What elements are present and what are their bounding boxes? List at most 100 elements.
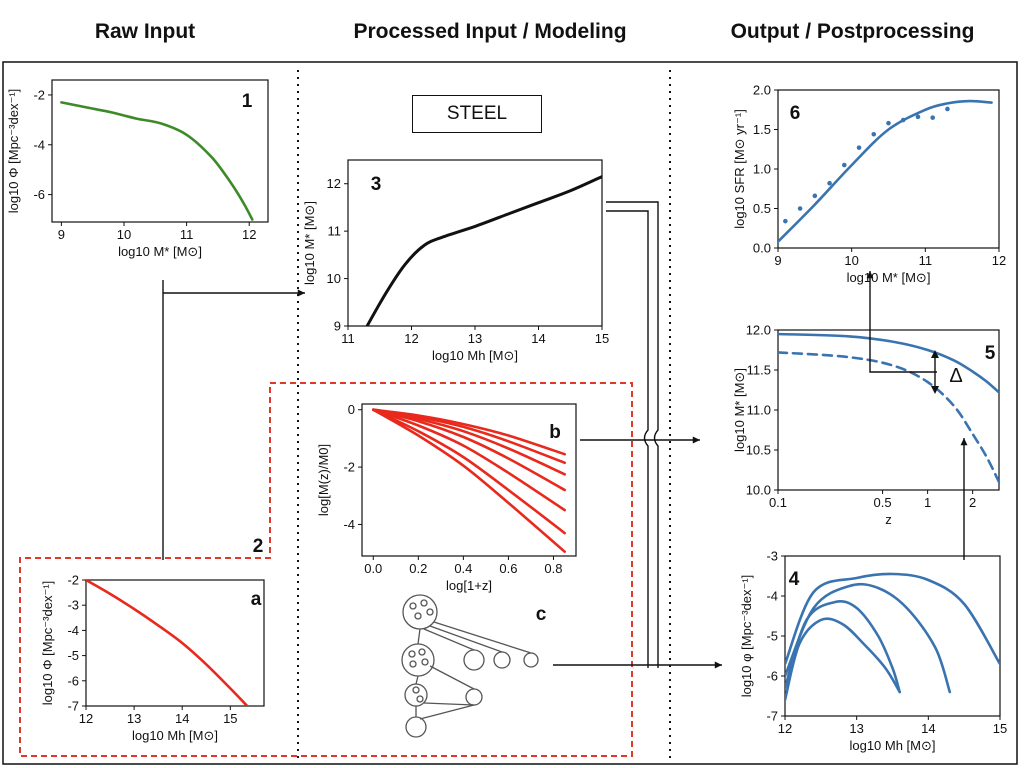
panel-b-series-line xyxy=(372,408,566,553)
panel-4-xtick-label: 14 xyxy=(921,721,935,736)
tree-edge xyxy=(423,702,475,706)
panel-3-number: 3 xyxy=(371,174,382,195)
panel-4-series-line xyxy=(785,617,901,702)
panel-6-point xyxy=(886,120,891,126)
panel-b-xtick-label: 0.8 xyxy=(544,561,562,576)
tree-edge xyxy=(419,704,475,720)
panel-3-xtick-label: 15 xyxy=(595,331,609,346)
panel-a-xtick-label: 15 xyxy=(223,711,237,726)
tree-subnode xyxy=(426,608,434,616)
panel-a-xtick-label: 13 xyxy=(127,711,141,726)
panel-6-xtick-label: 10 xyxy=(844,253,858,268)
panel-a-ytick-label: -4 xyxy=(67,623,79,638)
tree-subnode xyxy=(409,660,417,668)
panel-4-ylabel: log10 φ [Mpc⁻³dex⁻¹] xyxy=(739,575,754,698)
panel-4-xtick-label: 12 xyxy=(778,721,792,736)
tree-subnode xyxy=(420,599,428,607)
panel-5-ytick-label: 10.5 xyxy=(746,443,771,458)
panel-1-xlabel: log10 M* [M⊙] xyxy=(118,244,202,259)
panel-b-ytick-label: -2 xyxy=(343,460,355,475)
panel-a-series-line xyxy=(86,580,249,706)
panel-6-xtick-label: 11 xyxy=(919,253,933,268)
panel-3-xtick-label: 14 xyxy=(531,331,545,346)
panel-b-chart: 0.0 0.2 0.4 0.6 0.8 0 -2 -4 log[1+z] log[M(z)/M0]… xyxy=(316,402,577,593)
panel-a-ytick-label: -7 xyxy=(67,699,79,714)
tree-edge xyxy=(415,675,419,685)
tree-subnode xyxy=(409,602,417,610)
panel-4-chart: 12 13 14 15 -3 -4 -5 -6 -7 log10 Mh [M⊙] log10 φ [… xyxy=(739,549,1007,754)
region-2-border xyxy=(19,382,633,757)
panel-5-ytick-label: 12.0 xyxy=(746,323,771,338)
panel-6-ylabel: log10 SFR [M⊙ yr⁻¹] xyxy=(732,109,747,229)
panel-4-frame xyxy=(784,555,1001,717)
panel-6-point xyxy=(856,145,862,150)
merger-tree-diagram xyxy=(401,594,539,738)
tree-subnode xyxy=(412,686,420,694)
panel-c-letter: c xyxy=(536,604,547,625)
panel-6-point xyxy=(930,115,935,120)
panel-1-chart: 9 10 11 12 -2 -4 -6 log10 M* [M⊙] log10 Φ [Mpc⁻³… xyxy=(6,79,269,259)
panel-3-xlabel: log10 Mh [M⊙] xyxy=(432,348,518,363)
tree-subnode xyxy=(418,648,426,656)
tree-node xyxy=(405,716,427,738)
tree-subnode xyxy=(421,658,429,666)
panel-1-ytick-label: -4 xyxy=(33,137,45,152)
panel-5-chart: 0.1 0.5 1 2 10.0 10.5 11.0 11.5 12.0 z log10 M* [M… xyxy=(732,323,1000,527)
panel-4-series-line xyxy=(785,582,952,694)
panel-a-number: a xyxy=(251,589,262,610)
panel-4-ytick-label: -7 xyxy=(766,709,778,724)
panel-b-xtick-label: 0.2 xyxy=(409,561,427,576)
panel-4-xlabel: log10 Mh [M⊙] xyxy=(849,738,935,753)
panel-b-series-line xyxy=(372,408,566,476)
panel-3-xtick-label: 11 xyxy=(341,331,355,346)
tree-node xyxy=(402,594,438,630)
panel-3-ytick-label: 12 xyxy=(327,176,341,191)
tree-node xyxy=(401,643,435,677)
panel-a-xtick-label: 14 xyxy=(175,711,189,726)
panel-6-xlabel: log10 M* [M⊙] xyxy=(847,270,931,285)
panel-6-chart: 9 10 11 12 0.0 0.5 1.0 1.5 2.0 log10 M* [M⊙] log10… xyxy=(732,83,1006,286)
panel-4-series-line xyxy=(785,572,1000,666)
panel-4-ytick-label: -4 xyxy=(766,589,778,604)
panel-3-ylabel: log10 M* [M⊙] xyxy=(302,201,317,285)
panel-6-ytick-label: 1.0 xyxy=(753,162,771,177)
panel-4-ytick-label: -5 xyxy=(766,629,778,644)
panel-a-chart: 12 13 14 15 -2 -3 -4 -5 -6 -7 log10 Mh [M⊙] log10 Φ… xyxy=(40,573,265,743)
tree-subnode xyxy=(414,612,422,620)
panel-1-xtick-label: 11 xyxy=(180,227,194,242)
processed-input-header: Processed Input / Modeling xyxy=(353,20,627,43)
panel-6-point xyxy=(915,114,921,120)
panel-1-xtick-label: 12 xyxy=(242,227,256,242)
panel-3-ytick-label: 11 xyxy=(328,224,342,239)
panel-a-ylabel: log10 Φ [Mpc⁻³dex⁻¹] xyxy=(40,581,55,706)
arrow-c-to-panel-4-head xyxy=(714,661,722,669)
panel-6-xtick-label: 12 xyxy=(992,253,1006,268)
panel-6-ytick-label: 2.0 xyxy=(753,83,771,98)
panel-a-xtick-label: 12 xyxy=(79,711,93,726)
panel-6-point xyxy=(812,193,818,199)
panel-1-number: 1 xyxy=(242,91,253,112)
panel-3-ytick-label: 9 xyxy=(334,319,341,334)
panel-1-ytick-label: -2 xyxy=(33,87,45,102)
connector-line-outer xyxy=(606,201,659,668)
panel-5-ylabel: log10 M* [M⊙] xyxy=(732,368,747,452)
tree-edge xyxy=(429,625,503,653)
panel-6-point xyxy=(842,162,847,168)
tree-subnode xyxy=(416,695,424,703)
panel-5-ytick-label: 11.5 xyxy=(747,363,771,378)
panel-4-series-line xyxy=(785,599,901,694)
panel-b-ytick-label: 0 xyxy=(348,402,355,417)
panel-b-series-line xyxy=(372,408,566,465)
panel-b-xlabel: log[1+z] xyxy=(446,578,492,593)
panel-6-number: 6 xyxy=(790,103,801,124)
panel-3-xtick-label: 13 xyxy=(468,331,482,346)
tree-subnode xyxy=(408,650,416,658)
steel-box: STEEL xyxy=(412,95,542,133)
tree-node xyxy=(463,649,485,671)
tree-node xyxy=(493,651,511,669)
panel-6-point xyxy=(827,180,832,186)
panel-3-chart: 11 12 13 14 15 9 10 11 12 log10 Mh [M⊙] log10 M* [… xyxy=(302,159,609,363)
panel-5-xtick-label: 0.1 xyxy=(769,495,787,510)
panel-3-xtick-label: 12 xyxy=(404,331,418,346)
panel-3-frame xyxy=(347,159,603,327)
